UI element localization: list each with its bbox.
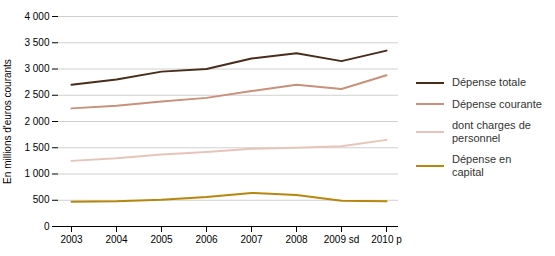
svg-text:3 000: 3 000 [24,63,49,74]
html-text:dont charges de personnel: dont charges de personnel [452,118,531,144]
svg-text:2010 p: 2010 p [371,234,402,245]
svg-text:2 000: 2 000 [24,116,49,127]
svg-text:4 000: 4 000 [24,11,49,22]
svg-text:3 500: 3 500 [24,37,49,48]
svg-text:2006: 2006 [195,234,218,245]
svg-text:2009 sd: 2009 sd [324,234,360,245]
svg-text:En millions d'euros courants: En millions d'euros courants [2,59,13,184]
svg-text:2003: 2003 [60,234,83,245]
html-text:Dépense en capital: Dépense en capital [452,153,512,179]
svg-text:2005: 2005 [150,234,173,245]
svg-text:2 500: 2 500 [24,89,49,100]
html-text:Dépense courante: Dépense courante [452,97,542,110]
svg-text:500: 500 [33,194,50,205]
html-text:Dépense totale: Dépense totale [452,76,526,89]
svg-text:0: 0 [44,221,50,232]
svg-text:1 500: 1 500 [24,142,49,153]
svg-text:2004: 2004 [105,234,128,245]
svg-text:2007: 2007 [240,234,263,245]
svg-text:2008: 2008 [285,234,308,245]
svg-text:1 000: 1 000 [24,168,49,179]
